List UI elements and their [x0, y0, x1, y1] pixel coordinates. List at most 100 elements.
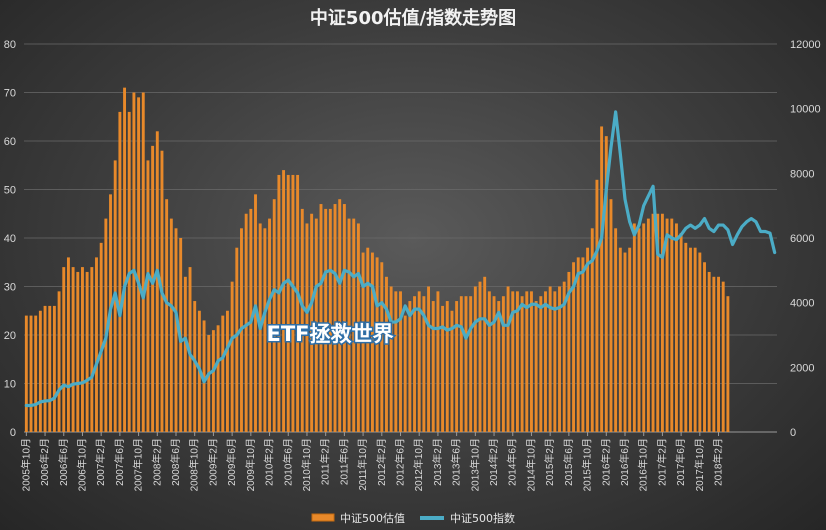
y-left-tick-label: 0 — [10, 427, 16, 439]
pe-bar — [282, 170, 286, 432]
pe-bar — [548, 286, 552, 432]
x-tick-label: 2007年6月 — [113, 438, 126, 486]
pe-bar — [310, 213, 314, 432]
x-tick-label: 2013年10月 — [468, 438, 481, 491]
pe-bar — [553, 291, 557, 432]
pe-bar — [478, 281, 482, 432]
pe-bar — [441, 305, 445, 432]
pe-bar — [511, 291, 515, 432]
pe-bar — [427, 286, 431, 432]
x-tick-label: 2011年2月 — [319, 438, 332, 485]
legend-swatch-pe — [311, 513, 335, 522]
y-left-tick-label: 80 — [4, 39, 16, 51]
x-tick-label: 2014年2月 — [487, 438, 500, 486]
x-tick-label: 2006年10月 — [75, 438, 88, 491]
x-tick-label: 2017年2月 — [655, 438, 668, 486]
x-tick-label: 2012年6月 — [394, 438, 407, 486]
y-right-tick-label: 8000 — [790, 168, 814, 180]
pe-bar — [623, 252, 627, 432]
x-tick-label: 2010年6月 — [281, 438, 294, 486]
y-right-tick-label: 2000 — [790, 362, 814, 374]
pe-bar — [534, 301, 538, 432]
pe-bar — [352, 218, 356, 432]
pe-bar — [590, 228, 594, 432]
pe-bar — [684, 242, 688, 432]
pe-bar — [670, 218, 674, 432]
pe-bar — [501, 296, 505, 432]
pe-bar — [85, 271, 89, 432]
pe-bar — [614, 228, 618, 432]
pe-bar — [581, 257, 585, 432]
x-tick-label: 2009年10月 — [244, 438, 257, 491]
pe-bar — [665, 218, 669, 432]
pe-bar — [296, 174, 300, 432]
pe-bar — [544, 291, 547, 432]
pe-bar — [600, 126, 604, 432]
pe-bar — [146, 160, 150, 432]
pe-bar — [226, 310, 229, 432]
pe-bar — [422, 296, 426, 432]
y-right-tick-label: 0 — [790, 427, 796, 439]
pe-bar — [211, 330, 215, 432]
pe-bar — [324, 208, 328, 432]
pe-bar — [29, 315, 33, 432]
x-tick-label: 2011年6月 — [337, 438, 350, 485]
pe-bar — [506, 286, 510, 432]
y-axis-right-ticks: 0 2000 4000 6000 8000 10000 12000 — [790, 39, 821, 439]
pe-bar — [642, 223, 646, 432]
pe-bar — [99, 242, 103, 432]
pe-bar — [338, 199, 342, 432]
y-left-tick-label: 70 — [4, 88, 16, 100]
y-left-tick-label: 30 — [4, 282, 16, 294]
pe-bar — [356, 223, 360, 432]
pe-bar — [76, 271, 80, 432]
pe-bar — [492, 296, 496, 432]
pe-bar — [726, 296, 730, 432]
pe-bar — [43, 305, 47, 432]
pe-bar — [385, 276, 388, 432]
pe-bar — [586, 247, 590, 432]
x-tick-label: 2012年10月 — [412, 438, 425, 491]
pe-bar — [34, 315, 38, 432]
pe-bar — [637, 228, 641, 432]
pe-bar — [305, 223, 309, 432]
x-tick-label: 2013年2月 — [431, 438, 444, 486]
watermark: ETF拯救世界 — [266, 322, 393, 346]
x-tick-label: 2015年6月 — [562, 438, 575, 486]
pe-bar — [193, 301, 197, 432]
pe-bar — [48, 305, 52, 432]
csi500-index-line — [24, 110, 777, 408]
pe-bar — [389, 286, 393, 432]
pe-bar — [183, 276, 187, 432]
pe-bar — [609, 199, 613, 432]
x-tick-label: 2016年2月 — [599, 438, 612, 486]
pe-bar — [674, 223, 678, 432]
x-tick-label: 2006年6月 — [57, 438, 70, 486]
pe-bar — [693, 247, 697, 432]
pe-bar — [403, 315, 407, 432]
x-tick-label: 2018年2月 — [712, 438, 725, 486]
pe-bar — [445, 301, 449, 432]
pe-bar — [497, 301, 501, 432]
pe-bar — [651, 213, 655, 432]
pe-bar — [689, 247, 692, 432]
x-tick-label: 2007年2月 — [94, 438, 107, 486]
pe-bar — [300, 208, 304, 432]
x-tick-label: 2014年6月 — [506, 438, 519, 486]
pe-bar — [646, 218, 650, 432]
legend-label-index: 中证500指数 — [450, 511, 515, 525]
pe-bar — [567, 271, 571, 432]
pe-bar — [628, 247, 632, 432]
y-left-tick-label: 60 — [4, 136, 16, 148]
pe-bar — [712, 276, 716, 432]
pe-bar — [515, 291, 519, 432]
pe-bar — [530, 291, 533, 432]
pe-bar — [169, 218, 173, 432]
pe-bars — [24, 87, 730, 433]
y-right-tick-label: 10000 — [790, 104, 821, 116]
pe-bar — [207, 335, 211, 432]
y-left-tick-label: 10 — [4, 379, 16, 391]
pe-bar — [450, 310, 454, 432]
pe-bar — [525, 291, 529, 432]
